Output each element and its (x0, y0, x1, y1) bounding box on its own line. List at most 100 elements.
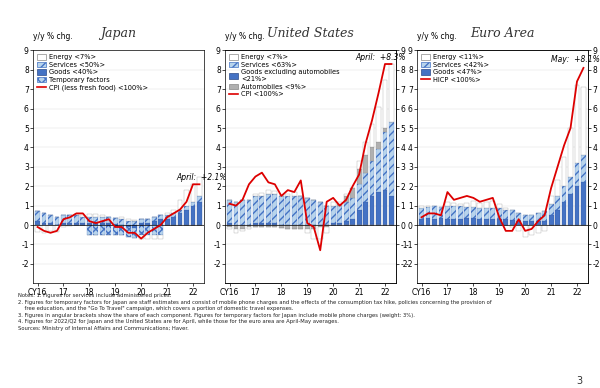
Bar (253, 225, 258, 227)
Bar (356, 161, 362, 169)
Bar (370, 147, 374, 161)
Bar (497, 219, 502, 225)
Bar (197, 196, 202, 202)
Bar (419, 208, 424, 219)
Bar (337, 206, 342, 223)
Bar (536, 221, 541, 225)
Bar (286, 196, 290, 225)
Bar (376, 192, 381, 225)
Bar (542, 225, 547, 231)
Bar (383, 128, 388, 132)
Bar (464, 218, 469, 225)
Bar (94, 223, 98, 225)
Bar (516, 213, 521, 221)
Bar (490, 201, 495, 208)
Text: April:  +8.3%: April: +8.3% (356, 53, 406, 62)
Bar (266, 190, 271, 194)
Bar (490, 219, 495, 225)
Bar (164, 219, 170, 225)
Bar (266, 225, 271, 227)
Bar (272, 225, 277, 227)
Bar (344, 194, 349, 196)
Bar (152, 217, 157, 221)
Bar (324, 227, 329, 233)
Bar (376, 107, 381, 142)
Bar (331, 202, 335, 206)
Bar (266, 223, 271, 225)
Bar (292, 225, 297, 229)
Bar (171, 213, 176, 217)
Title: United States: United States (267, 26, 354, 40)
Bar (484, 208, 489, 219)
Bar (568, 194, 573, 225)
Bar (478, 219, 482, 225)
Bar (126, 225, 131, 227)
Bar (227, 227, 232, 229)
Bar (318, 225, 323, 227)
Legend: Energy <7%>, Services <50%>, Goods <40%>, Temporary factors, CPI (less fresh foo: Energy <7%>, Services <50%>, Goods <40%>… (37, 54, 149, 92)
Bar (35, 221, 40, 225)
Bar (581, 87, 586, 155)
Bar (542, 211, 547, 221)
Bar (227, 223, 232, 225)
Bar (145, 225, 150, 235)
Bar (94, 225, 98, 235)
Bar (356, 184, 362, 210)
Bar (184, 210, 189, 225)
Bar (61, 225, 66, 227)
Bar (67, 223, 73, 225)
Bar (132, 221, 137, 225)
Bar (48, 223, 53, 225)
Bar (484, 202, 489, 208)
Bar (516, 221, 521, 225)
Bar (363, 173, 368, 202)
Bar (523, 221, 527, 225)
Bar (259, 196, 265, 223)
Bar (337, 202, 342, 204)
Bar (555, 180, 560, 196)
Bar (445, 202, 450, 206)
Bar (272, 223, 277, 225)
Bar (240, 229, 245, 231)
Bar (55, 225, 59, 232)
Bar (158, 235, 163, 239)
Bar (119, 217, 124, 219)
Bar (376, 149, 381, 192)
Bar (74, 215, 79, 223)
Bar (80, 217, 85, 223)
Bar (74, 214, 79, 215)
Bar (247, 227, 251, 229)
Bar (536, 213, 541, 221)
Bar (497, 204, 502, 208)
Bar (575, 85, 580, 163)
Bar (318, 202, 323, 225)
Bar (389, 64, 394, 122)
Title: Japan: Japan (100, 26, 137, 40)
Bar (139, 225, 143, 235)
Bar (113, 225, 118, 235)
Bar (568, 177, 573, 194)
Bar (503, 208, 508, 210)
Bar (344, 196, 349, 202)
Bar (497, 208, 502, 219)
Bar (370, 161, 374, 196)
Bar (126, 227, 131, 237)
Bar (471, 206, 476, 218)
Bar (94, 217, 98, 223)
Bar (305, 229, 310, 233)
Bar (178, 210, 182, 213)
Bar (41, 225, 46, 233)
Bar (164, 215, 170, 219)
Bar (87, 225, 92, 235)
Bar (272, 191, 277, 194)
Bar (318, 227, 323, 239)
Bar (119, 219, 124, 225)
Text: y/y % chg.: y/y % chg. (417, 32, 457, 41)
Bar (184, 190, 189, 206)
Bar (555, 196, 560, 210)
Bar (139, 223, 143, 225)
Bar (145, 219, 150, 223)
Bar (510, 225, 515, 227)
Bar (575, 163, 580, 186)
Bar (529, 225, 534, 235)
